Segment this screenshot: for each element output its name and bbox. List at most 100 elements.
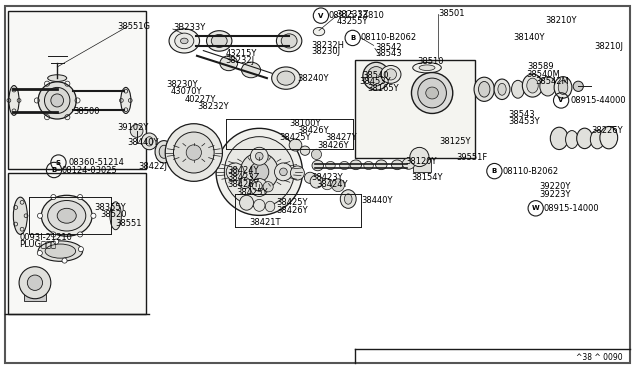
Circle shape [19, 267, 51, 299]
Ellipse shape [211, 35, 227, 48]
Circle shape [216, 128, 303, 215]
Text: 39102Y: 39102Y [118, 123, 149, 132]
Ellipse shape [554, 77, 572, 98]
Ellipse shape [403, 158, 415, 169]
Circle shape [250, 162, 269, 182]
Ellipse shape [326, 161, 335, 170]
Ellipse shape [376, 160, 387, 170]
Ellipse shape [363, 62, 390, 90]
Text: 38426Y: 38426Y [317, 141, 349, 150]
Text: 08915-44000: 08915-44000 [570, 96, 626, 105]
Ellipse shape [281, 34, 297, 48]
Circle shape [255, 153, 263, 160]
Text: 38440Y: 38440Y [127, 138, 159, 147]
Ellipse shape [13, 197, 28, 234]
Circle shape [173, 132, 214, 173]
Ellipse shape [494, 79, 510, 100]
Text: B: B [350, 35, 355, 41]
Text: 39551F: 39551F [456, 153, 488, 162]
Text: 08110-B2062: 08110-B2062 [361, 33, 417, 42]
Ellipse shape [9, 86, 19, 115]
Ellipse shape [418, 78, 447, 108]
Circle shape [91, 213, 96, 218]
Ellipse shape [340, 190, 356, 208]
Ellipse shape [419, 65, 435, 71]
Ellipse shape [364, 161, 373, 170]
Text: 38140Y: 38140Y [513, 33, 545, 42]
Ellipse shape [141, 133, 157, 150]
Ellipse shape [155, 141, 173, 163]
Text: 38589: 38589 [527, 62, 554, 71]
Text: 38500: 38500 [73, 107, 100, 116]
Text: 38540M: 38540M [526, 70, 560, 79]
Circle shape [280, 168, 287, 176]
Text: 38232H: 38232H [312, 41, 344, 50]
Text: 38543: 38543 [508, 110, 535, 119]
Ellipse shape [412, 73, 452, 113]
Bar [355, 60, 476, 158]
Ellipse shape [577, 128, 593, 149]
Circle shape [255, 184, 263, 191]
Ellipse shape [498, 83, 506, 95]
Ellipse shape [367, 67, 385, 86]
Text: S: S [56, 160, 61, 166]
Text: 38501: 38501 [438, 9, 465, 17]
Ellipse shape [277, 71, 295, 85]
Text: 43070Y: 43070Y [170, 87, 202, 96]
Ellipse shape [253, 199, 265, 211]
Ellipse shape [600, 126, 618, 149]
Ellipse shape [159, 145, 169, 158]
Circle shape [226, 163, 244, 181]
Ellipse shape [590, 130, 604, 149]
Ellipse shape [271, 67, 300, 89]
Text: 38426Y: 38426Y [227, 180, 259, 189]
Ellipse shape [45, 87, 70, 113]
Text: 3B233Y: 3B233Y [173, 23, 205, 32]
Circle shape [37, 250, 42, 256]
Circle shape [186, 145, 202, 160]
Ellipse shape [239, 177, 250, 189]
Text: 38426Y: 38426Y [298, 126, 329, 135]
Ellipse shape [38, 82, 76, 119]
Ellipse shape [241, 62, 260, 78]
Ellipse shape [207, 31, 232, 51]
Ellipse shape [350, 160, 362, 170]
Ellipse shape [474, 77, 494, 101]
Text: 38232Y: 38232Y [197, 102, 228, 111]
Bar [413, 159, 431, 172]
Ellipse shape [426, 87, 438, 99]
Ellipse shape [540, 77, 556, 96]
Ellipse shape [558, 80, 568, 94]
Text: 08124-03025: 08124-03025 [61, 166, 117, 174]
Text: 38165Y: 38165Y [367, 84, 399, 93]
Text: 38125Y: 38125Y [440, 137, 471, 146]
Text: 08110-B2062: 08110-B2062 [502, 167, 558, 176]
Text: V: V [559, 97, 564, 103]
Text: 38230Y: 38230Y [166, 80, 198, 89]
Ellipse shape [121, 87, 131, 113]
Circle shape [410, 147, 429, 167]
Text: 39223Y: 39223Y [539, 190, 570, 199]
Ellipse shape [38, 241, 83, 262]
Text: 38210Y: 38210Y [545, 16, 577, 25]
Text: 38240Y: 38240Y [298, 74, 329, 83]
Ellipse shape [344, 194, 352, 204]
Text: 38423Y: 38423Y [312, 173, 343, 182]
Circle shape [62, 258, 67, 263]
Ellipse shape [276, 30, 302, 52]
Ellipse shape [522, 74, 543, 97]
Text: 38427Y: 38427Y [325, 133, 357, 142]
Text: 40227Y: 40227Y [184, 95, 216, 104]
Bar [8, 11, 146, 169]
Ellipse shape [550, 127, 568, 150]
Ellipse shape [42, 195, 92, 236]
Text: 43215Y: 43215Y [225, 49, 257, 58]
Text: B: B [51, 167, 56, 173]
Text: 0093I-21210: 0093I-21210 [19, 233, 72, 242]
Ellipse shape [321, 179, 333, 190]
Text: 08360-51214: 08360-51214 [68, 158, 125, 167]
Circle shape [250, 147, 268, 165]
Ellipse shape [239, 195, 253, 210]
Circle shape [231, 168, 239, 176]
Circle shape [224, 137, 294, 207]
